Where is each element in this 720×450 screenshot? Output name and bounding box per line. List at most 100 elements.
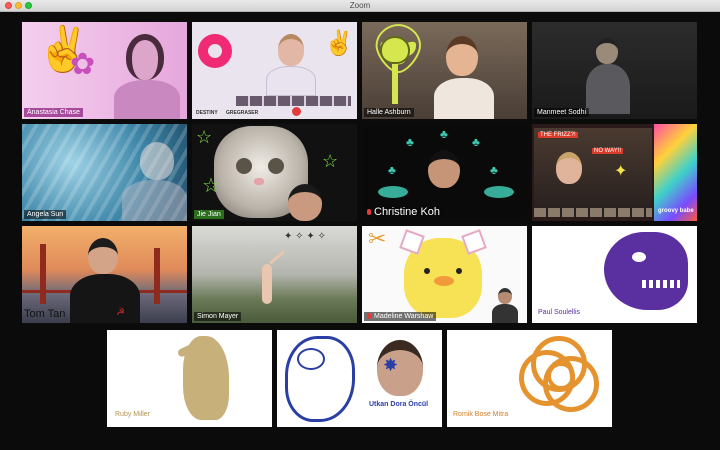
video-tile-anastasia-chase[interactable]: ✌ ✿ Anastasia Chase	[22, 22, 187, 119]
video-tile-manmeet-sodhi[interactable]: Manmeet Sodhi	[532, 22, 697, 119]
line-art-face	[285, 336, 355, 422]
no-way-label: NO WAY!!	[592, 148, 623, 154]
participant-name: Anastasia Chase	[24, 108, 83, 117]
participant-body	[434, 78, 494, 119]
participant-name: Madeline Warshaw	[364, 312, 437, 321]
thumbnail-strip	[236, 96, 351, 106]
mic-muted-icon	[367, 313, 371, 320]
line-art-curl	[297, 348, 325, 370]
knot-ring	[543, 356, 599, 412]
nude-figure	[262, 264, 272, 304]
participant-body	[122, 180, 187, 221]
bridge-tower	[154, 248, 160, 304]
flower-icon: ♣	[440, 127, 448, 141]
flower-icon: ✿	[70, 48, 96, 81]
groovy-label: groovy babe	[658, 208, 694, 214]
minimize-window-button[interactable]	[15, 2, 22, 9]
alien-body	[392, 64, 398, 104]
flower-icon: ♣	[490, 163, 498, 177]
star-icon: ☆	[322, 151, 339, 171]
end-call-dot	[292, 107, 301, 116]
cat-eye-left	[236, 158, 252, 174]
flower-icon: ♣	[472, 135, 480, 149]
video-tile-screenshare-1[interactable]: ✌ DESTINY GREGRASER	[192, 22, 357, 119]
window-title: Zoom	[349, 1, 371, 10]
destiny-label: DESTINY	[196, 110, 218, 116]
participant-name: Manmeet Sodhi	[534, 108, 590, 117]
hand-right	[484, 186, 514, 198]
participant-name: Utkan Dora Öncül	[369, 401, 429, 408]
video-tile-tom-tan[interactable]: ☭ Tom Tan	[22, 226, 187, 323]
blue-star-icon: ✸	[383, 355, 399, 375]
participant-body	[586, 64, 630, 114]
participant-head	[88, 238, 118, 274]
creature-eye	[632, 252, 646, 262]
sparkle-icon: ✦ ✧ ✦ ✧	[284, 231, 326, 242]
cat-eye-right	[268, 158, 284, 174]
video-tile-halle-ashburn[interactable]: 👽︎ Halle Ashburn	[362, 22, 527, 119]
knot-center	[547, 362, 575, 390]
chick-beak	[434, 276, 454, 286]
frizz-label: THE FRIZZ?!	[538, 132, 578, 138]
participant-name: Jie Jian	[194, 210, 224, 219]
title-bar: Zoom	[0, 0, 720, 12]
participant-name: Tom Tan	[24, 308, 66, 320]
participant-head	[556, 152, 582, 184]
participant-head	[278, 34, 304, 66]
video-tile-paul-soulellis[interactable]: Paul Soulellis	[532, 226, 697, 323]
scissors-icon: ✂	[368, 226, 387, 251]
psychedelic-panel	[654, 124, 697, 221]
video-tile-simon-mayer[interactable]: ✦ ✧ ✦ ✧ Simon Mayer	[192, 226, 357, 323]
sparkle-icon: ✦	[614, 163, 628, 180]
participant-body	[70, 274, 140, 323]
participant-head	[498, 288, 512, 304]
participant-body	[266, 66, 316, 96]
participant-name: Angela Sun	[24, 210, 67, 219]
participant-name: Simon Mayer	[194, 312, 242, 321]
video-tile-angela-sun[interactable]: Angela Sun	[22, 124, 187, 221]
hand-left	[378, 186, 408, 198]
pink-ring-shape	[198, 34, 232, 68]
video-tile-jie-jian[interactable]: ☆ ☆ ☆ Jie Jian	[192, 124, 357, 221]
peace-hand-icon: ✌	[324, 30, 354, 57]
video-tile-utkan-dora-oncul[interactable]: ✸ Utkan Dora Öncül	[277, 330, 442, 427]
gregraser-label: GREGRASER	[226, 110, 259, 116]
participant-head	[140, 142, 174, 180]
participant-name: Paul Soulellis	[538, 309, 581, 316]
participant-name: Ruby Miller	[115, 411, 151, 418]
creature-teeth	[642, 280, 680, 288]
flower-icon: ♣	[388, 163, 396, 177]
chick-eye-left	[424, 268, 430, 274]
inner-video	[534, 128, 652, 208]
alien-figure	[380, 36, 410, 64]
video-tile-romik-bose-mitra[interactable]: Romik Bose Mitra	[447, 330, 612, 427]
bridge-tower	[40, 244, 46, 304]
video-tile-ruby-miller[interactable]: Ruby Miller	[107, 330, 272, 427]
thumbnail-strip	[534, 208, 652, 217]
participant-head	[288, 184, 322, 221]
participant-body	[492, 304, 518, 323]
video-tile-christine-koh[interactable]: ♣ ♣ ♣ ♣ ♣ Christine Koh	[362, 124, 527, 221]
participant-name: Christine Koh	[364, 206, 443, 219]
maximize-window-button[interactable]	[25, 2, 32, 9]
participant-head	[377, 340, 423, 396]
hammer-sickle-icon: ☭	[116, 307, 125, 318]
participant-head	[428, 150, 460, 188]
mic-muted-icon	[367, 209, 371, 216]
video-tile-screenshare-2[interactable]: THE FRIZZ?! NO WAY!! ✦ groovy babe	[532, 124, 697, 221]
figure-arm	[269, 250, 285, 265]
video-tile-madeline-warshaw[interactable]: ✂ Madeline Warshaw	[362, 226, 527, 323]
close-window-button[interactable]	[5, 2, 12, 9]
participant-name-text: Christine Koh	[374, 206, 441, 218]
flower-icon: ♣	[406, 135, 414, 149]
star-icon: ☆	[196, 127, 213, 147]
participant-head	[446, 36, 478, 76]
participant-name: Romik Bose Mitra	[453, 411, 509, 418]
purple-creature-logo	[604, 232, 688, 310]
peace-hand-icon: ✌	[36, 25, 91, 74]
star-icon: ☆	[202, 175, 220, 197]
participant-head	[596, 38, 618, 64]
participant-body	[114, 80, 180, 119]
chick-eye-right	[456, 268, 462, 274]
participant-name: Halle Ashburn	[364, 108, 414, 117]
